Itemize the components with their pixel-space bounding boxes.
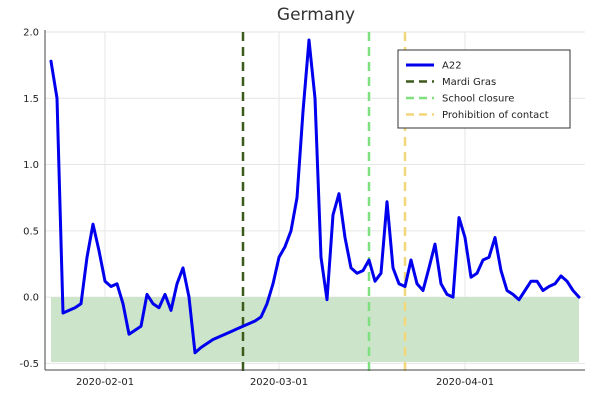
axes (44, 30, 585, 371)
legend-label: Mardi Gras (442, 77, 496, 88)
y-tick-label: 0.0 (23, 293, 39, 304)
x-tick-label: 2020-02-01 (76, 377, 134, 388)
legend-label: Prohibition of contact (442, 110, 549, 121)
y-tick-label: -0.5 (19, 359, 39, 370)
legend: A22 Mardi Gras School closure Prohibition o… (397, 49, 571, 129)
chart-title: Germany (277, 5, 355, 25)
y-tick-label: 0.5 (23, 226, 39, 237)
y-tick-label: 1.5 (23, 94, 39, 105)
series-line-a22 (49, 38, 581, 355)
x-tick-label: 2020-03-01 (250, 377, 308, 388)
zero-band-layer (51, 297, 579, 363)
y-tick-label: 1.0 (23, 160, 39, 171)
tick-labels: -0.5 0.0 0.5 1.0 1.5 2.0 2020-02-01 2020-03-01 2… (19, 28, 494, 389)
x-tick-label: 2020-04-01 (436, 377, 494, 388)
y-tick-label: 2.0 (23, 28, 39, 39)
legend-label: A22 (442, 61, 462, 72)
zero-band (51, 297, 579, 363)
series-layer (49, 38, 581, 355)
event-lines (241, 32, 407, 372)
legend-label: School closure (442, 94, 514, 105)
